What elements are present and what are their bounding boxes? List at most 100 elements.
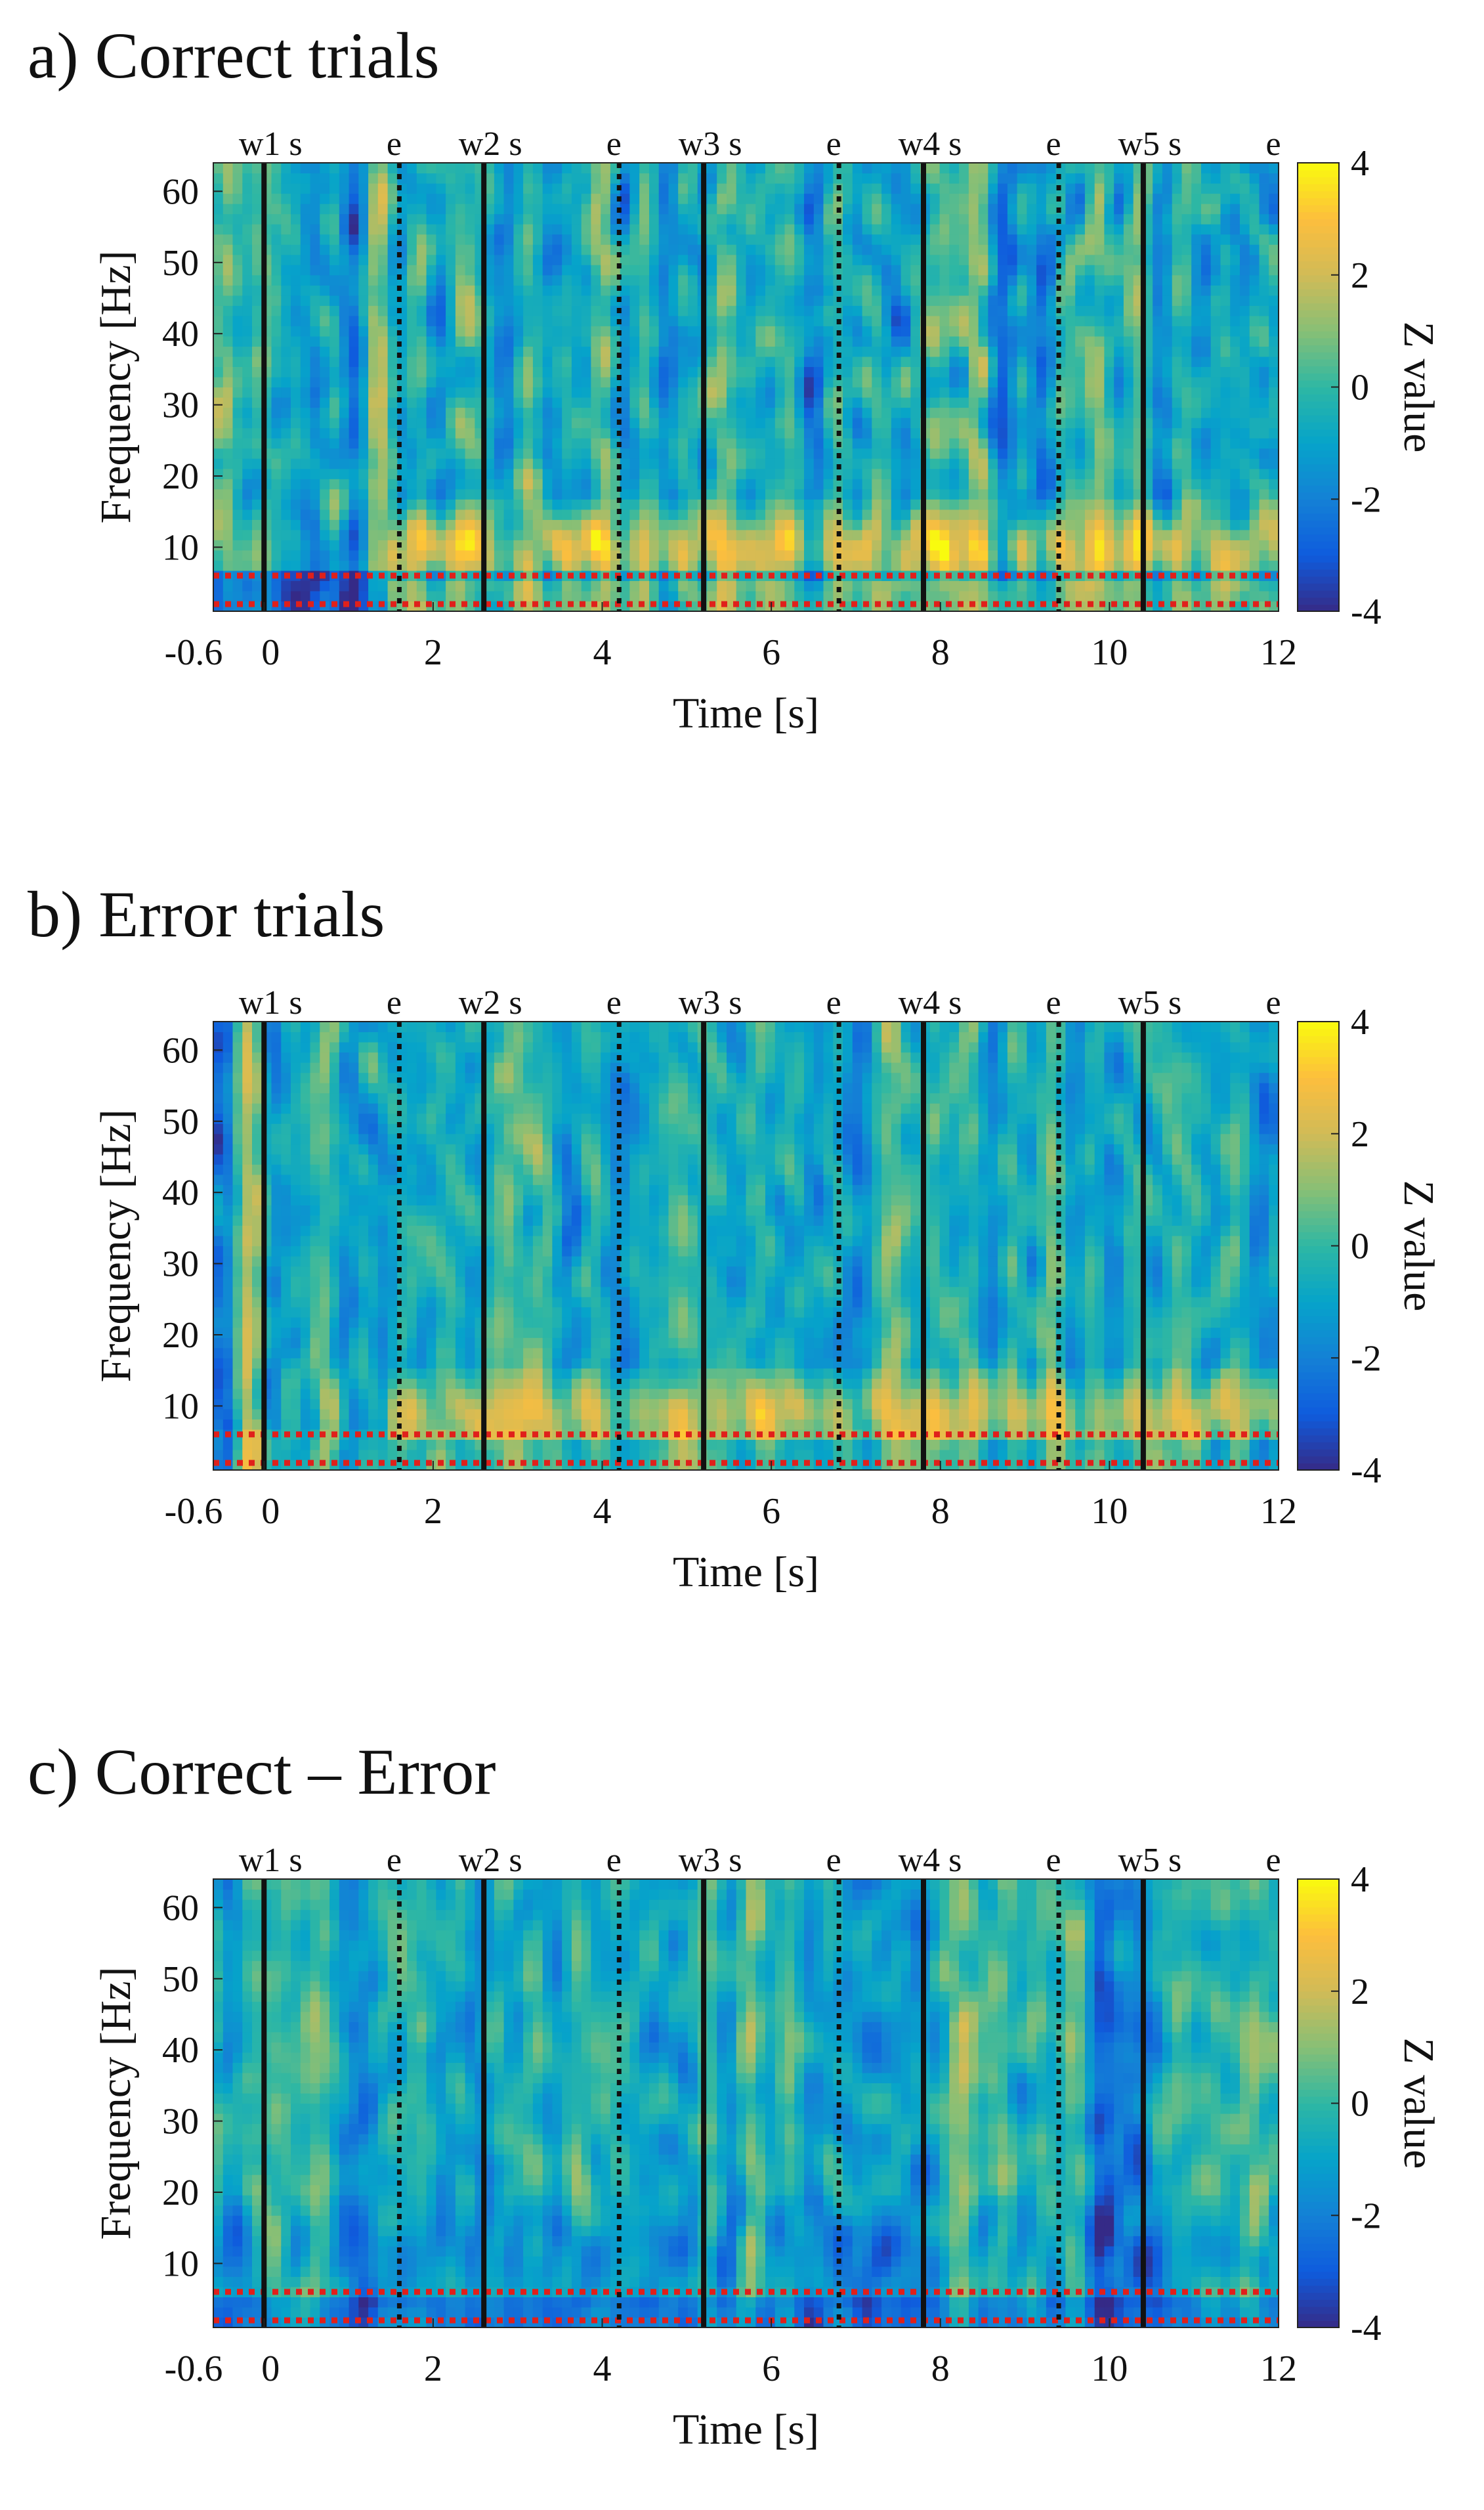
heatmap-cell — [1104, 193, 1114, 204]
heatmap-cell — [1065, 407, 1076, 418]
heatmap-cell — [1046, 335, 1057, 347]
heatmap-cell — [1249, 305, 1260, 316]
x-tick-label: 0 — [261, 632, 280, 673]
heatmap-cell — [949, 244, 960, 255]
heatmap-cell — [1123, 326, 1134, 337]
heatmap-cell — [1036, 540, 1047, 551]
heatmap-cell — [784, 377, 795, 388]
heatmap-cell — [765, 580, 776, 592]
colorbar-segment — [1298, 583, 1339, 591]
heatmap-cell — [1036, 438, 1047, 449]
heatmap-cell — [998, 560, 1008, 571]
heatmap-cell — [1027, 591, 1037, 602]
heatmap-cell — [523, 335, 534, 347]
heatmap-cell — [368, 580, 379, 592]
heatmap-cell — [503, 407, 514, 418]
heatmap-cell — [794, 335, 805, 347]
heatmap-cell — [1269, 356, 1279, 367]
heatmap-cell — [727, 335, 737, 347]
heatmap-cell — [1046, 366, 1057, 378]
heatmap-cell — [213, 1286, 224, 1297]
heatmap-cell — [910, 213, 921, 225]
heatmap-cell — [707, 418, 717, 429]
heatmap-cell — [852, 377, 863, 388]
heatmap-cell — [639, 274, 650, 286]
heatmap-cell — [291, 163, 301, 174]
heatmap-cell — [426, 234, 436, 245]
heatmap-cell — [843, 418, 853, 429]
heatmap-cell — [755, 356, 766, 367]
heatmap-cell — [242, 285, 253, 296]
heatmap-cell — [649, 254, 660, 265]
heatmap-cell — [910, 580, 921, 592]
heatmap-cell — [881, 204, 892, 215]
heatmap-cell — [358, 560, 369, 571]
heatmap-cell — [1249, 509, 1260, 520]
heatmap-cell — [1201, 163, 1212, 174]
heatmap-cell — [1084, 550, 1095, 561]
event-label: w4 s — [899, 125, 962, 163]
heatmap-cell — [784, 356, 795, 367]
heatmap-cell — [552, 509, 562, 520]
heatmap-cell — [484, 285, 495, 296]
heatmap-cell — [426, 315, 436, 326]
colorbar-segment — [1298, 541, 1339, 549]
heatmap-cell — [484, 244, 495, 255]
heatmap-cell — [1269, 295, 1279, 306]
heatmap-cell — [426, 499, 436, 510]
heatmap-cell — [1017, 305, 1027, 316]
heatmap-cell — [755, 448, 766, 459]
heatmap-cell — [910, 509, 921, 520]
heatmap-cell — [1084, 438, 1095, 449]
heatmap-cell — [1172, 458, 1183, 469]
heatmap-cell — [1191, 499, 1202, 510]
heatmap-cell — [862, 346, 872, 357]
heatmap-cell — [891, 335, 902, 347]
heatmap-cell — [1240, 163, 1250, 174]
heatmap-cell — [281, 335, 291, 347]
heatmap-cell — [1249, 213, 1260, 225]
heatmap-cell — [813, 407, 824, 418]
heatmap-cell — [455, 499, 466, 510]
heatmap-cell — [494, 550, 505, 561]
heatmap-cell — [707, 438, 717, 449]
heatmap-cell — [213, 1419, 224, 1430]
heatmap-cell — [601, 234, 611, 245]
heatmap-cell — [872, 163, 882, 174]
heatmap-cell — [649, 163, 660, 174]
heatmap-cell — [1201, 458, 1212, 469]
heatmap-cell — [794, 377, 805, 388]
heatmap-cell — [601, 448, 611, 459]
heatmap-cell — [668, 315, 679, 326]
heatmap-cell — [1230, 519, 1240, 530]
heatmap-cell — [291, 387, 301, 398]
heatmap-cell — [668, 244, 679, 255]
heatmap-cell — [571, 448, 582, 459]
heatmap-cell — [823, 163, 834, 174]
heatmap-cell — [813, 254, 824, 265]
heatmap-cell — [368, 540, 379, 551]
heatmap-cell — [688, 346, 698, 357]
heatmap-cell — [1201, 305, 1212, 316]
heatmap-cell — [688, 468, 698, 479]
heatmap-cell — [727, 315, 737, 326]
heatmap-cell — [959, 427, 969, 439]
heatmap-cell — [494, 173, 505, 184]
heatmap-cell — [939, 519, 950, 530]
heatmap-cell — [707, 591, 717, 602]
heatmap-cell — [232, 213, 243, 225]
heatmap-cell — [426, 254, 436, 265]
heatmap-cell — [368, 458, 379, 469]
heatmap-cell — [959, 488, 969, 500]
heatmap-cell — [320, 163, 330, 174]
heatmap-cell — [426, 519, 436, 530]
heatmap-cell — [949, 479, 960, 490]
heatmap-cell — [668, 519, 679, 530]
heatmap-cell — [1007, 335, 1018, 347]
heatmap-cell — [872, 448, 882, 459]
heatmap-cell — [1210, 234, 1221, 245]
heatmap-cell — [213, 234, 224, 245]
heatmap-cell — [213, 488, 224, 500]
heatmap-cell — [271, 204, 282, 215]
heatmap-cell — [823, 213, 834, 225]
